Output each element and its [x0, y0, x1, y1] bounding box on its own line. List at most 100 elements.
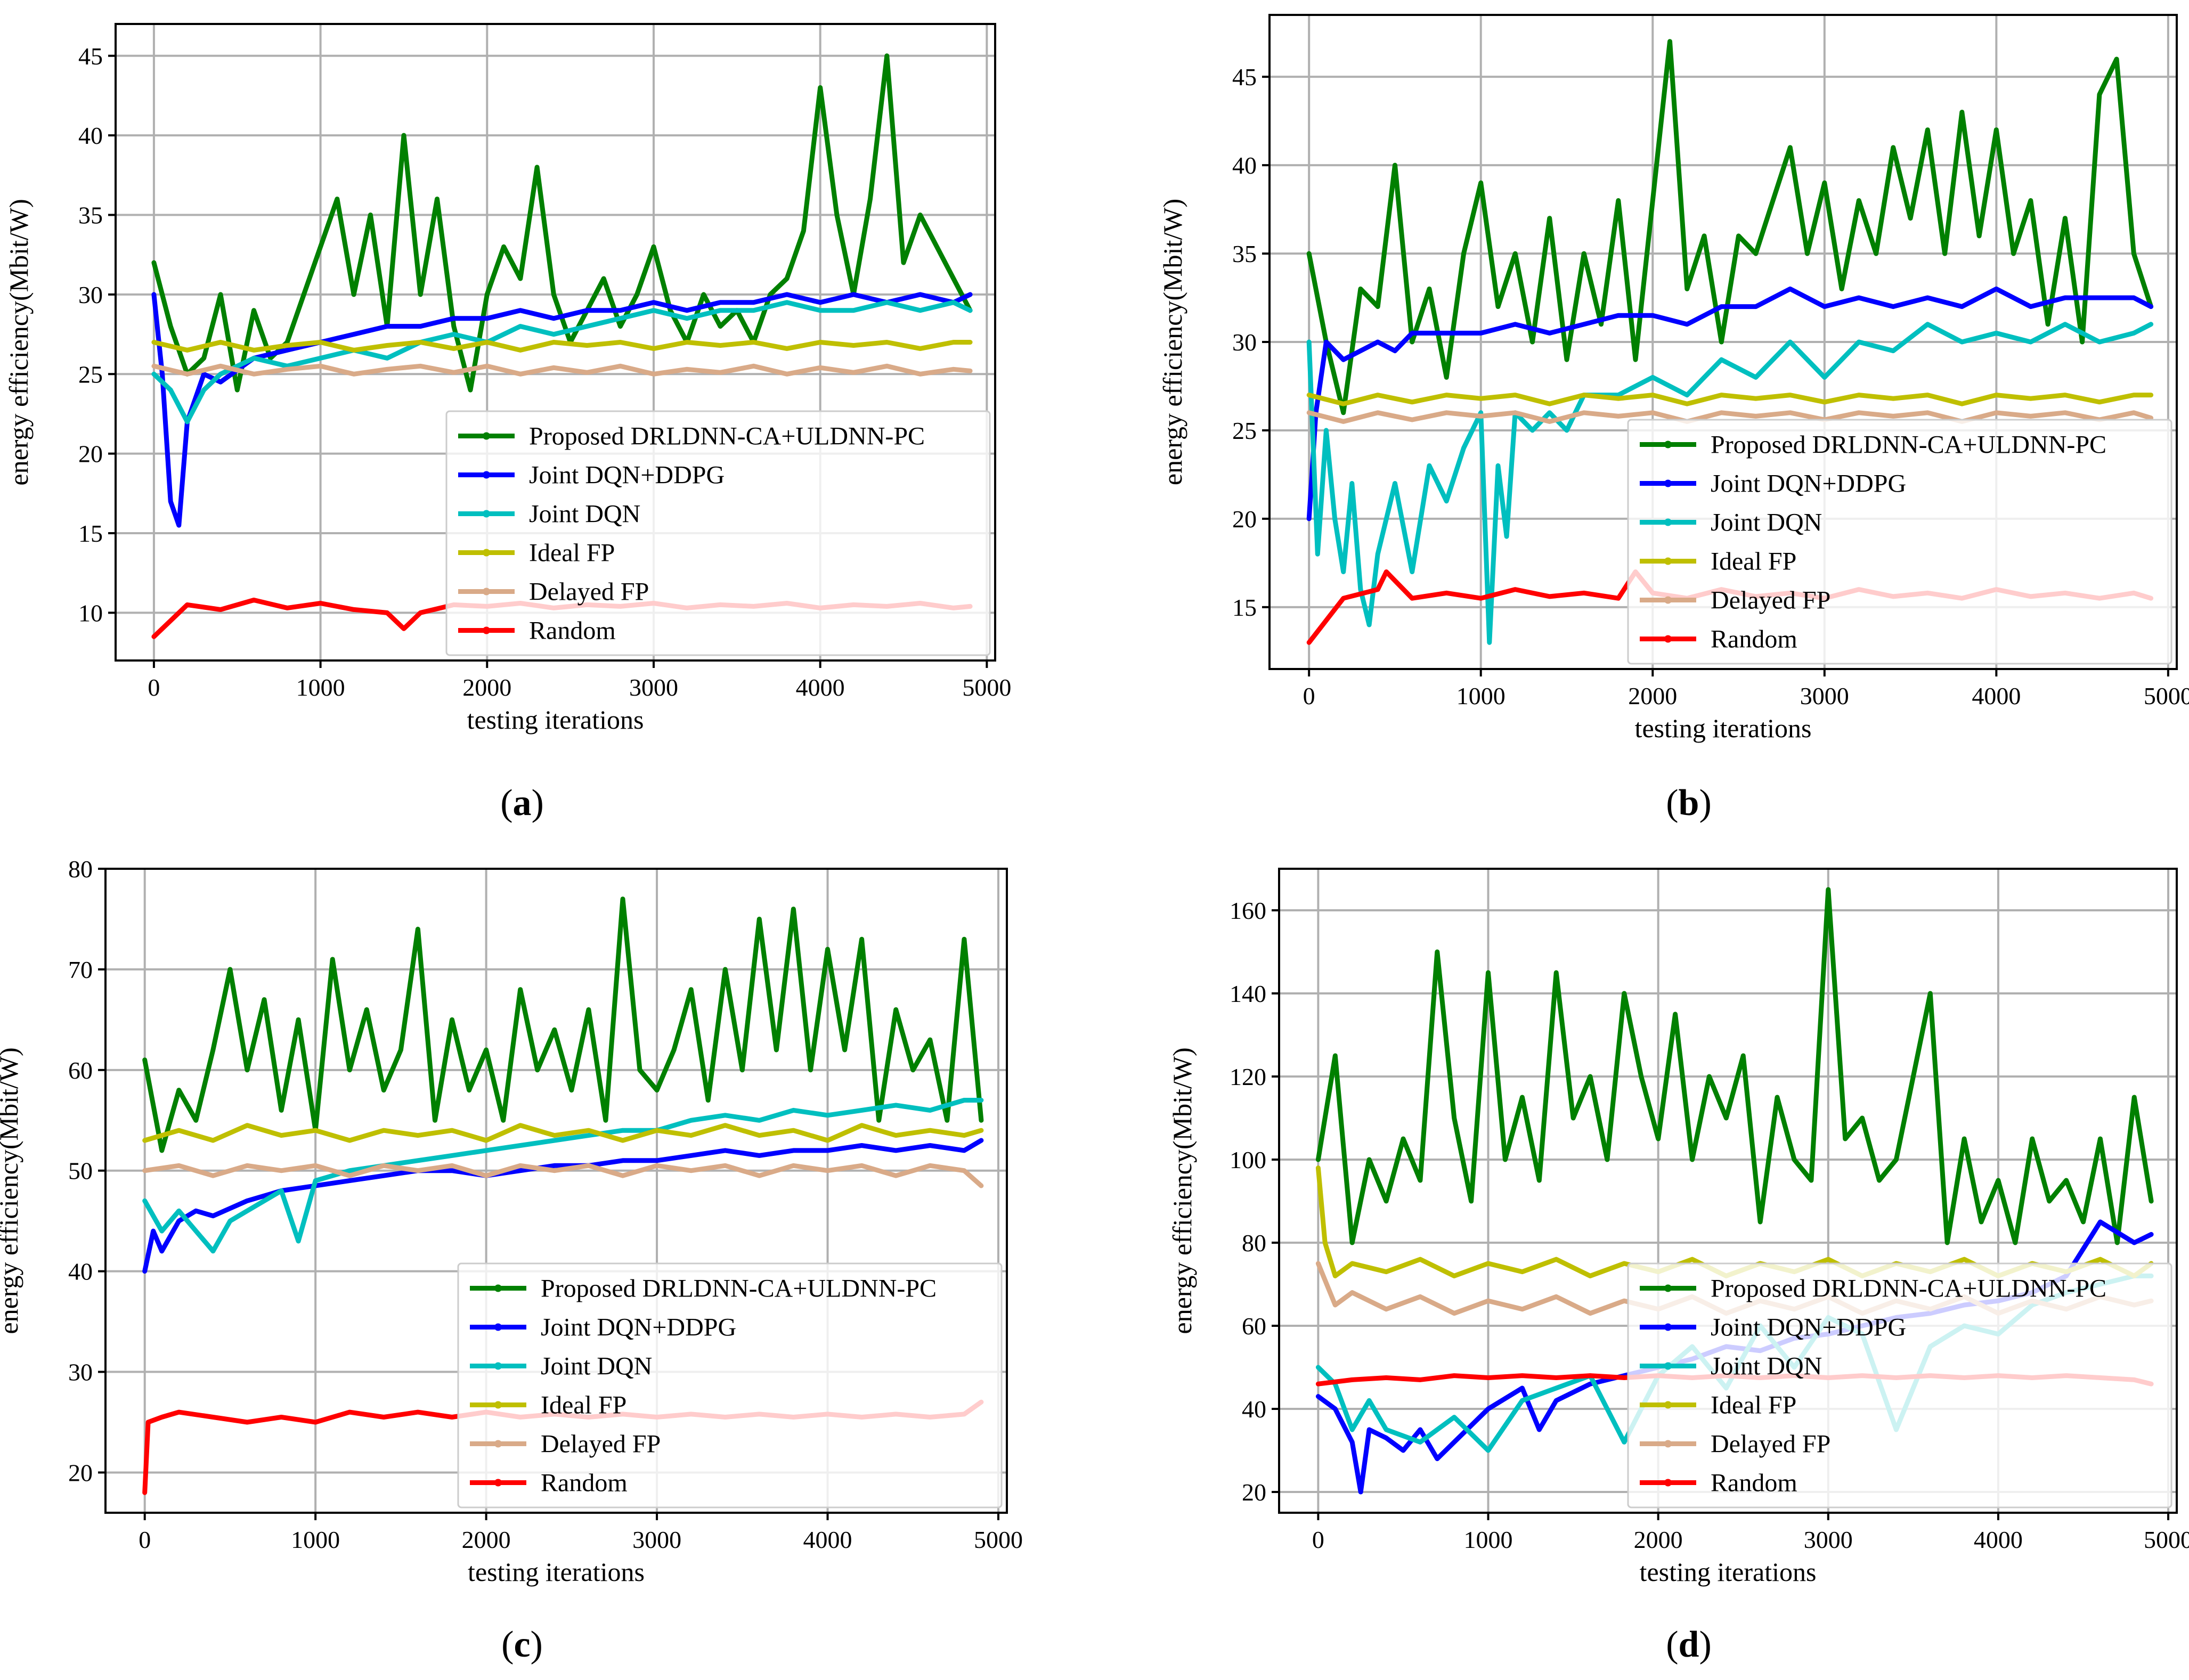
series-line-1	[151, 53, 973, 393]
y-tick-label: 25	[78, 361, 103, 388]
legend-marker	[1664, 1323, 1672, 1331]
series-group	[151, 53, 973, 639]
y-tick-label: 20	[68, 1459, 93, 1486]
x-tick-label: 2000	[462, 674, 511, 701]
series-group	[142, 896, 984, 1495]
chart-panel-c: 0 1000 2000 3000 4000 5000 20 30 40 50 60 70 80 testi…	[0, 855, 1023, 1665]
legend-marker	[494, 1323, 502, 1331]
legend-label: Proposed DRLDNN-CA+ULDNN-PC	[541, 1275, 937, 1303]
legend-label: Delayed FP	[1711, 1430, 1830, 1458]
x-axis-label: testing iterations	[1635, 713, 1812, 743]
legend-label: Delayed FP	[541, 1430, 661, 1458]
legend-label: Random	[1711, 625, 1797, 654]
legend-marker	[483, 471, 490, 479]
legend-label: Proposed DRLDNN-CA+ULDNN-PC	[1711, 1275, 2106, 1303]
y-tick-label: 35	[1232, 240, 1257, 267]
legend-label: Random	[1711, 1469, 1797, 1497]
legend-marker	[1664, 1440, 1672, 1448]
y-tick-label: 70	[68, 956, 93, 983]
series-line-4	[142, 1123, 984, 1143]
axes-frame	[115, 23, 996, 662]
y-tick-label: 15	[78, 520, 103, 547]
y-tick-label: 30	[78, 281, 103, 308]
legend: Proposed DRLDNN-CA+ULDNN-PC Joint DQN+DDP…	[457, 1262, 1003, 1508]
x-tick-label: 4000	[803, 1526, 852, 1553]
legend-marker	[483, 549, 490, 557]
legend-label: Delayed FP	[1711, 586, 1830, 615]
y-tick-label: 60	[1242, 1312, 1266, 1340]
x-tick-label: 2000	[462, 1526, 511, 1553]
x-axis-label: testing iterations	[1640, 1557, 1817, 1587]
x-tick-label: 1000	[296, 674, 345, 701]
legend-marker	[483, 432, 490, 440]
legend-marker	[1664, 1479, 1672, 1487]
legend-marker	[483, 588, 490, 596]
y-tick-label: 15	[1232, 594, 1257, 621]
legend-marker	[483, 510, 490, 518]
series-line-2	[142, 1138, 984, 1274]
legend-marker	[1664, 479, 1672, 487]
x-tick-label: 2000	[1634, 1526, 1683, 1553]
y-axis-label: energy efficiency(Mbit/W)	[4, 199, 34, 485]
legend-label: Joint DQN	[1711, 1352, 1822, 1381]
x-tick-label: 5000	[2144, 1526, 2189, 1553]
y-tick-label: 25	[1232, 417, 1257, 444]
legend-box	[445, 410, 991, 656]
legend-label: Ideal FP	[1711, 548, 1796, 576]
x-tick-label: 1000	[1456, 682, 1506, 709]
y-tick-label: 80	[1242, 1229, 1266, 1257]
panel-caption: (a)	[500, 782, 544, 823]
legend-label: Joint DQN	[1711, 509, 1822, 537]
series-line-2	[1306, 286, 2154, 521]
x-tick-label: 0	[1303, 682, 1315, 709]
series-line-3	[142, 1098, 984, 1254]
series-line-5	[142, 1163, 984, 1188]
panel-caption: (c)	[501, 1624, 543, 1665]
y-tick-label: 120	[1230, 1063, 1266, 1090]
legend-marker	[494, 1362, 502, 1370]
series-line-5	[151, 363, 973, 377]
legend-box	[1627, 1262, 2172, 1508]
x-tick-label: 3000	[1800, 682, 1849, 709]
x-tick-label: 3000	[632, 1526, 681, 1553]
legend: Proposed DRLDNN-CA+ULDNN-PC Joint DQN+DDP…	[445, 410, 991, 656]
x-tick-label: 4000	[796, 674, 845, 701]
panel-caption: (b)	[1666, 782, 1712, 823]
y-tick-label: 20	[1242, 1479, 1266, 1506]
y-tick-label: 10	[78, 599, 103, 626]
x-tick-label: 1000	[1464, 1526, 1513, 1553]
x-tick-label: 1000	[291, 1526, 340, 1553]
axes-frame	[104, 868, 1008, 1514]
legend-marker	[494, 1284, 502, 1292]
legend-box	[457, 1262, 1003, 1508]
y-tick-label: 100	[1230, 1146, 1266, 1173]
y-axis-label: energy efficiency(Mbit/W)	[1167, 1047, 1197, 1334]
series-line-1	[1315, 887, 2154, 1245]
legend-marker	[494, 1479, 502, 1487]
legend-marker	[494, 1401, 502, 1409]
y-tick-label: 140	[1230, 980, 1266, 1007]
chart-panel-a: 0 1000 2000 3000 4000 5000 10 15 20 25 30 35 40 45 tes…	[4, 23, 1011, 823]
chart-panel-b: 0 1000 2000 3000 4000 5000 15 20 25 30 35 40 45 testi…	[1158, 14, 2189, 823]
x-tick-label: 0	[139, 1526, 151, 1553]
series-line-3	[151, 300, 973, 425]
series-line-4	[1306, 393, 2154, 406]
y-tick-label: 80	[68, 855, 93, 883]
legend-label: Joint DQN+DDPG	[541, 1314, 736, 1342]
legend-label: Joint DQN	[529, 500, 640, 528]
y-tick-label: 35	[78, 202, 103, 229]
legend-marker	[494, 1440, 502, 1448]
legend-label: Ideal FP	[541, 1391, 626, 1420]
legend-label: Delayed FP	[529, 578, 649, 606]
y-tick-label: 40	[1242, 1396, 1266, 1423]
legend: Proposed DRLDNN-CA+ULDNN-PC Joint DQN+DDP…	[1627, 419, 2172, 665]
legend: Proposed DRLDNN-CA+ULDNN-PC Joint DQN+DDP…	[1627, 1262, 2172, 1508]
y-tick-label: 30	[68, 1359, 93, 1386]
legend-label: Proposed DRLDNN-CA+ULDNN-PC	[529, 422, 925, 451]
legend-marker	[1664, 635, 1672, 643]
legend-label: Random	[529, 617, 616, 645]
x-axis-label: testing iterations	[467, 705, 644, 735]
x-tick-label: 4000	[1974, 1526, 2023, 1553]
y-tick-label: 60	[68, 1057, 93, 1084]
